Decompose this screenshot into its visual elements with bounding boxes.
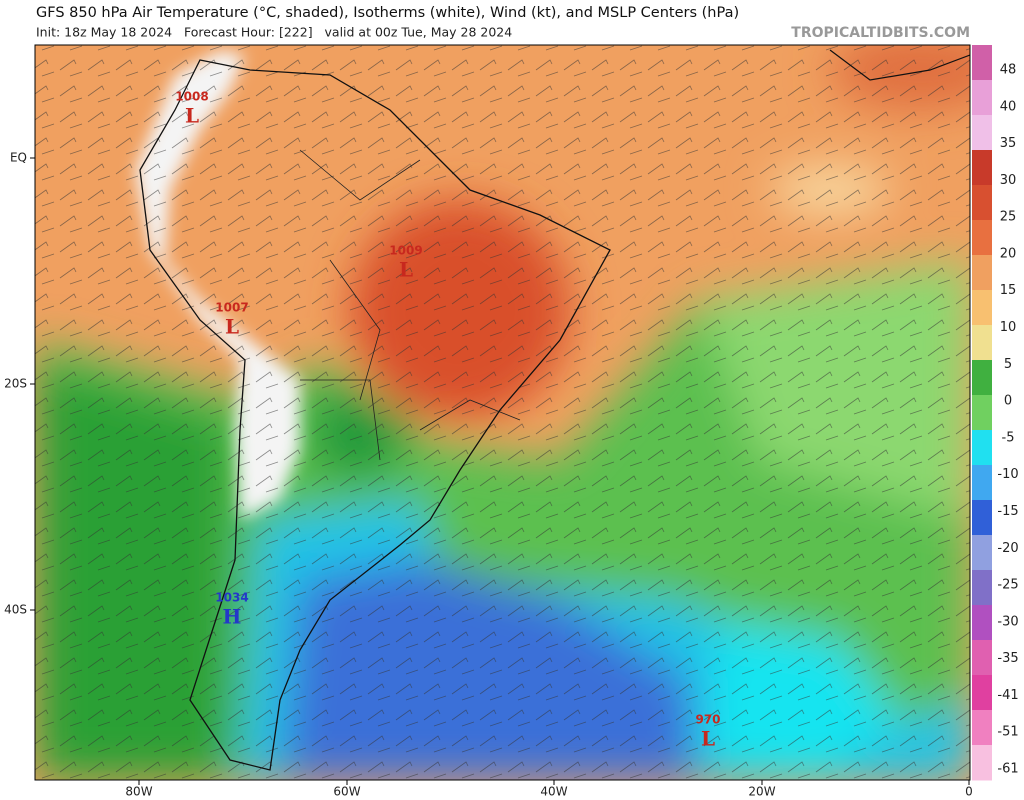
colorbar-label: -35 [997,651,1018,666]
colorbar-band [972,430,992,466]
colorbar-band [972,220,992,256]
colorbar-label: -30 [997,614,1018,629]
pressure-value: 1008 [175,90,208,104]
colorbar-label: -10 [997,467,1018,482]
colorbar-label: 15 [1000,283,1017,298]
pressure-value: 1009 [389,244,422,258]
colorbar-band [972,80,992,116]
lat-label: EQ [10,151,27,165]
pressure-letter: L [701,727,715,751]
colorbar-band [972,465,992,501]
site-name: TROPICALTIDBITS.COM [791,25,970,41]
colorbar-band [972,185,992,221]
colorbar-label: -5 [1002,430,1015,445]
colorbar-label: 0 [1004,394,1012,409]
colorbar-label: 20 [1000,246,1017,261]
colorbar-label: 25 [1000,210,1017,225]
colorbar-band [972,325,992,361]
colorbar: 48 40 35 30 25 20 15 10 5 0 -5 -10 -15 -20 -25 -30 -35 -4… [972,45,1019,781]
colorbar-label: 5 [1004,357,1012,372]
lon-label: 0 [965,785,973,799]
colorbar-label: 30 [1000,173,1017,188]
lat-label: 40S [4,603,27,617]
colorbar-band [972,45,992,81]
colorbar-band [972,675,992,711]
lon-label: 60W [333,785,360,799]
lon-label: 40W [540,785,567,799]
lat-label: 20S [4,377,27,391]
colorbar-label: 48 [1000,63,1017,78]
pressure-value: 1034 [215,591,248,605]
colorbar-band [972,605,992,641]
colorbar-band [972,500,992,536]
colorbar-band [972,710,992,746]
colorbar-band [972,290,992,326]
colorbar-band [972,150,992,186]
pressure-value: 970 [695,713,720,727]
colorbar-label: 10 [1000,320,1017,335]
colorbar-label: 40 [1000,99,1017,114]
colorbar-label: -25 [997,578,1018,593]
colorbar-band [972,535,992,571]
colorbar-label: -51 [997,725,1018,740]
colorbar-band [972,745,992,781]
colorbar-label: -20 [997,541,1018,556]
axis-labels: EQ 20S 40S 80W 60W 40W 20W 0 [4,151,973,799]
colorbar-band [972,395,992,431]
colorbar-label: -15 [997,504,1018,519]
colorbar-band [972,360,992,396]
colorbar-band [972,115,992,151]
map-area [35,45,970,780]
map-subtitle: Init: 18z May 18 2024 Forecast Hour: [22… [36,25,512,40]
colorbar-band [972,570,992,606]
colorbar-label: -41 [997,688,1018,703]
colorbar-label: -61 [997,762,1018,777]
colorbar-band [972,640,992,676]
pressure-letter: H [223,605,242,629]
lon-label: 80W [125,785,152,799]
pressure-letter: L [399,258,413,282]
pressure-value: 1007 [215,301,248,315]
lon-label: 20W [748,785,775,799]
colorbar-label: 35 [1000,136,1017,151]
map-title: GFS 850 hPa Air Temperature (°C, shaded)… [36,5,739,21]
pressure-letter: L [225,315,239,339]
pressure-letter: L [185,104,199,128]
colorbar-band [972,255,992,291]
